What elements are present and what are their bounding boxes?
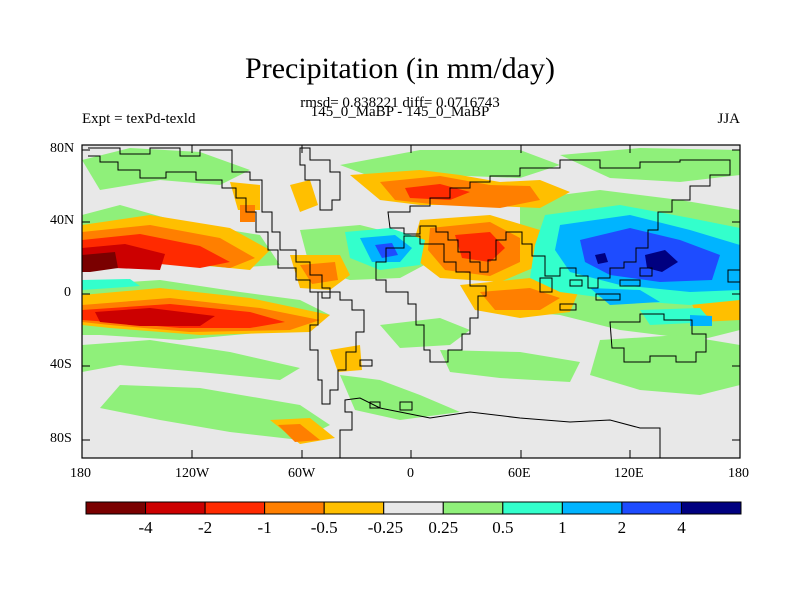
colorbar-label: 1: [558, 518, 567, 537]
colorbar-swatch: [621, 501, 682, 515]
coastlines: [88, 147, 740, 458]
chart-title: Precipitation (in mm/day): [245, 52, 555, 85]
colorbar-label: -4: [138, 518, 153, 537]
colorbar-swatch: [561, 501, 623, 515]
lat-tick-label: 80S: [50, 431, 72, 446]
colorbar-label: -1: [257, 518, 272, 537]
lon-tick-label: 0: [407, 466, 414, 481]
lat-tick-label: 0: [64, 285, 71, 300]
lon-tick-label: 60E: [508, 466, 531, 481]
lon-tick-label: 120W: [175, 466, 210, 481]
lon-tick-label: 120E: [614, 466, 644, 481]
lon-tick-label: 180: [70, 466, 91, 481]
colorbar-label: 0.5: [492, 518, 514, 537]
colorbar-swatch: [442, 501, 504, 515]
colorbar-swatch: [145, 501, 206, 515]
colorbar-label: -2: [197, 518, 213, 537]
colorbar-swatch: [680, 501, 742, 515]
colorbar-label: -0.5: [310, 518, 338, 537]
precipitation-anomaly-field: [82, 147, 740, 458]
colorbar-swatch: [323, 501, 385, 515]
experiment-label: Expt = texPd-texld: [82, 111, 196, 127]
season-label: JJA: [717, 111, 740, 127]
lon-tick-label: 60W: [288, 466, 316, 481]
stats-subtitle: rmsd= 0.838221 diff= 0.0716743: [300, 95, 500, 111]
lat-tick-label: 80N: [50, 141, 75, 156]
colorbar-swatch: [383, 501, 444, 515]
runs-subtitle: 145_0_MaBP - 145_0_MaBP: [310, 104, 490, 120]
colorbar-swatch: [204, 501, 266, 515]
colorbar: [85, 501, 742, 515]
colorbar-label: 4: [677, 518, 686, 537]
lon-tick-label: 180: [728, 466, 749, 481]
colorbar-label: 2: [617, 518, 627, 537]
colorbar-label: -0.25: [367, 518, 404, 537]
colorbar-swatch: [85, 501, 147, 515]
colorbar-swatch: [264, 501, 325, 515]
lat-tick-label: 40N: [50, 213, 75, 228]
colorbar-swatch: [502, 501, 563, 515]
lat-tick-label: 40S: [50, 357, 72, 372]
axis-ticks: [81, 145, 741, 458]
colorbar-label: 0.25: [428, 518, 459, 537]
